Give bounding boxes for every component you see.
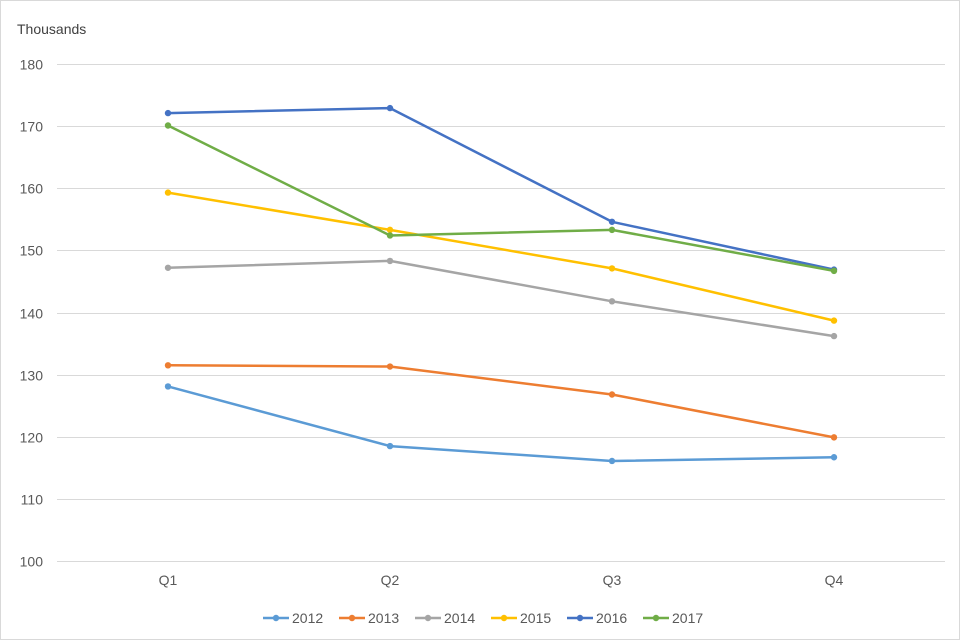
y-tick-label: 180 <box>20 57 44 73</box>
y-tick-label: 100 <box>20 554 44 570</box>
series-2017 <box>164 122 838 275</box>
y-tick-label: 140 <box>20 306 44 322</box>
legend-swatch-marker <box>272 614 280 622</box>
data-point <box>164 189 172 196</box>
legend-item-2017: 2017 <box>643 610 703 626</box>
legend-label: 2013 <box>368 610 399 626</box>
data-point <box>608 218 616 225</box>
series-2015 <box>164 189 838 324</box>
x-tick-label: Q1 <box>159 572 178 588</box>
data-point <box>386 232 394 239</box>
y-axis-unit-label: Thousands <box>17 21 86 37</box>
legend-item-2014: 2014 <box>415 610 475 626</box>
legend: 2012 2013 2014 2015 2016 2017 <box>263 610 703 626</box>
y-tick-label: 150 <box>20 243 44 259</box>
legend-label: 2012 <box>292 610 323 626</box>
y-tick-label: 160 <box>20 181 44 197</box>
data-point <box>386 257 394 265</box>
data-point <box>608 298 616 305</box>
y-tick-label: 130 <box>20 368 44 384</box>
gridlines <box>57 64 945 562</box>
data-point <box>164 264 172 271</box>
series-2013 <box>164 362 838 441</box>
data-point <box>164 122 172 129</box>
legend-swatch-marker <box>576 614 584 622</box>
data-point <box>830 267 838 275</box>
y-tick-label: 120 <box>20 430 44 446</box>
series-2012 <box>164 383 838 465</box>
data-point <box>164 383 172 390</box>
data-point <box>386 226 394 234</box>
series-line-2017 <box>166 124 836 273</box>
data-point <box>830 332 838 340</box>
data-point <box>164 362 172 369</box>
data-point <box>830 317 838 324</box>
data-point <box>386 104 394 112</box>
legend-label: 2016 <box>596 610 627 626</box>
data-point <box>830 434 838 441</box>
legend-swatch-marker <box>500 614 508 622</box>
series-2014 <box>164 257 838 340</box>
legend-swatch-marker <box>424 614 432 622</box>
legend-item-2016: 2016 <box>567 610 627 626</box>
data-point <box>830 454 838 461</box>
x-tick-label: Q4 <box>825 572 844 588</box>
legend-label: 2015 <box>520 610 551 626</box>
series-lines <box>164 104 838 465</box>
y-tick-label: 110 <box>21 492 44 508</box>
series-line-2012 <box>166 385 836 463</box>
x-tick-label: Q3 <box>603 572 622 588</box>
data-point <box>608 265 616 272</box>
legend-label: 2014 <box>444 610 475 626</box>
x-tick-label: Q2 <box>381 572 400 588</box>
legend-swatch-marker <box>348 614 356 622</box>
legend-item-2012: 2012 <box>263 610 323 626</box>
data-point <box>386 363 394 370</box>
series-line-2014 <box>166 259 836 338</box>
legend-item-2015: 2015 <box>491 610 551 626</box>
x-axis-ticks: Q1 Q2 Q3 Q4 <box>159 572 844 588</box>
y-tick-label: 170 <box>20 119 44 135</box>
data-point <box>608 391 616 398</box>
y-axis-ticks: 100 110 120 130 140 150 160 170 180 <box>20 57 44 570</box>
data-point <box>164 109 172 117</box>
legend-item-2013: 2013 <box>339 610 399 626</box>
series-line-2015 <box>166 191 836 322</box>
legend-label: 2017 <box>672 610 703 626</box>
data-point <box>608 457 616 465</box>
data-point <box>608 226 616 234</box>
series-line-2013 <box>166 364 836 439</box>
data-point <box>386 442 394 450</box>
series-line-2016 <box>166 106 836 271</box>
legend-swatch-marker <box>652 614 660 622</box>
